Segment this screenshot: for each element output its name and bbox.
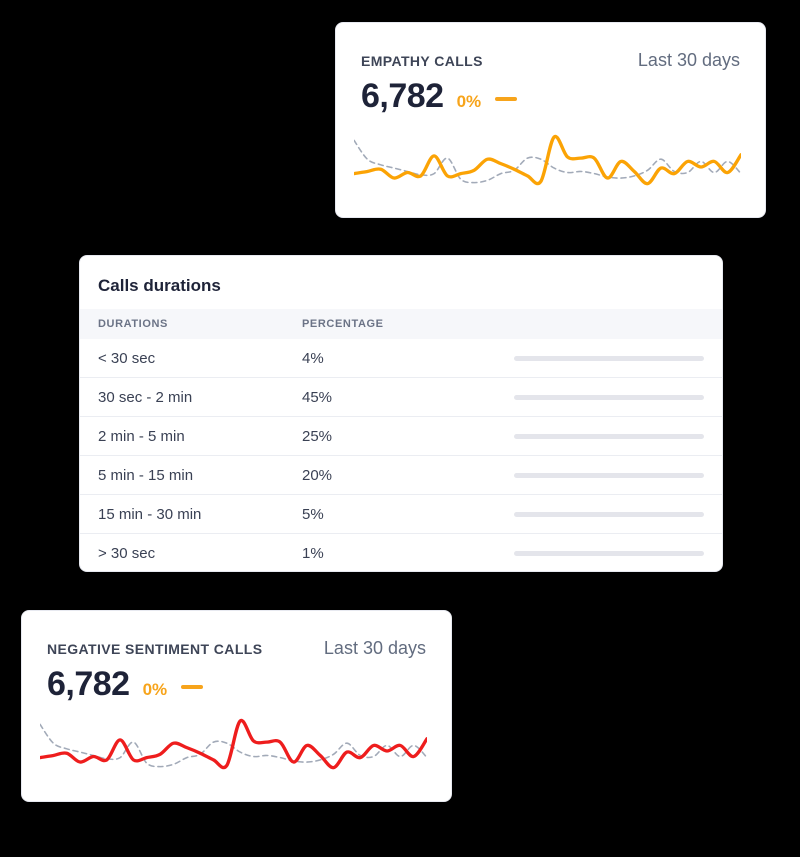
duration-label: > 30 sec [98, 545, 156, 562]
percentage-bar-track [514, 433, 704, 439]
table-row: 15 min - 30 min 5% [80, 495, 722, 534]
trend-flat-icon [181, 684, 204, 689]
kpi-period-label: Last 30 days [637, 50, 740, 70]
percentage-value: 1% [302, 545, 324, 562]
duration-label: 30 sec - 2 min [98, 388, 193, 406]
kpi-value-row: 6,782 0% [336, 71, 765, 116]
table-row: > 30 sec 1% [80, 534, 722, 573]
durations-card: Calls durations DURATIONS PERCENTAGE < 3… [79, 255, 723, 572]
kpi-card-negative-sentiment: NEGATIVE SENTIMENT CALLS Last 30 days 6,… [21, 610, 452, 802]
duration-label: 5 min - 15 min [98, 466, 194, 484]
percentage-value: 5% [302, 505, 324, 523]
kpi-delta: 0% [456, 92, 482, 111]
duration-label: 15 min - 30 min [98, 505, 202, 523]
sparkline-svg [354, 134, 741, 186]
percentage-value: 4% [302, 349, 324, 367]
duration-label: < 30 sec [98, 349, 156, 367]
table-title: Calls durations [98, 276, 221, 295]
percentage-bar-track [514, 511, 704, 517]
kpi-value: 6,782 [47, 665, 130, 703]
percentage-bar-track [514, 551, 704, 556]
table-row: 5 min - 15 min 20% [80, 456, 722, 495]
sparkline-current-line [354, 134, 741, 186]
table-header-row: DURATIONS PERCENTAGE [80, 309, 722, 339]
sparkline-chart [354, 133, 741, 191]
percentage-bar-track [514, 355, 704, 361]
percentage-value: 20% [302, 466, 333, 484]
table-row: < 30 sec 4% [80, 339, 722, 378]
column-header-durations: DURATIONS [98, 318, 168, 330]
table-row: 30 sec - 2 min 45% [80, 378, 722, 417]
trend-flat-icon [495, 96, 518, 101]
sparkline-current-line [40, 718, 427, 770]
kpi-value-row: 6,782 0% [22, 659, 451, 704]
kpi-delta: 0% [142, 680, 168, 699]
kpi-title: NEGATIVE SENTIMENT CALLS [47, 641, 263, 657]
percentage-bar-track [514, 394, 704, 400]
duration-label: 2 min - 5 min [98, 427, 185, 445]
kpi-period-label: Last 30 days [323, 638, 426, 658]
percentage-value: 45% [302, 388, 333, 406]
kpi-title: EMPATHY CALLS [361, 53, 483, 69]
table-row: 2 min - 5 min 25% [80, 417, 722, 456]
sparkline-chart [40, 717, 427, 775]
kpi-card-header: EMPATHY CALLS Last 30 days [336, 23, 765, 71]
kpi-value: 6,782 [361, 77, 444, 115]
percentage-bar-track [514, 472, 704, 478]
kpi-card-empathy: EMPATHY CALLS Last 30 days 6,782 0% [335, 22, 766, 218]
table-body: < 30 sec 4% 30 sec - 2 min 45% 2 min - 5… [80, 339, 722, 573]
sparkline-svg [40, 718, 427, 770]
column-header-percentage: PERCENTAGE [302, 318, 384, 330]
percentage-value: 25% [302, 427, 333, 445]
kpi-card-header: NEGATIVE SENTIMENT CALLS Last 30 days [22, 611, 451, 659]
